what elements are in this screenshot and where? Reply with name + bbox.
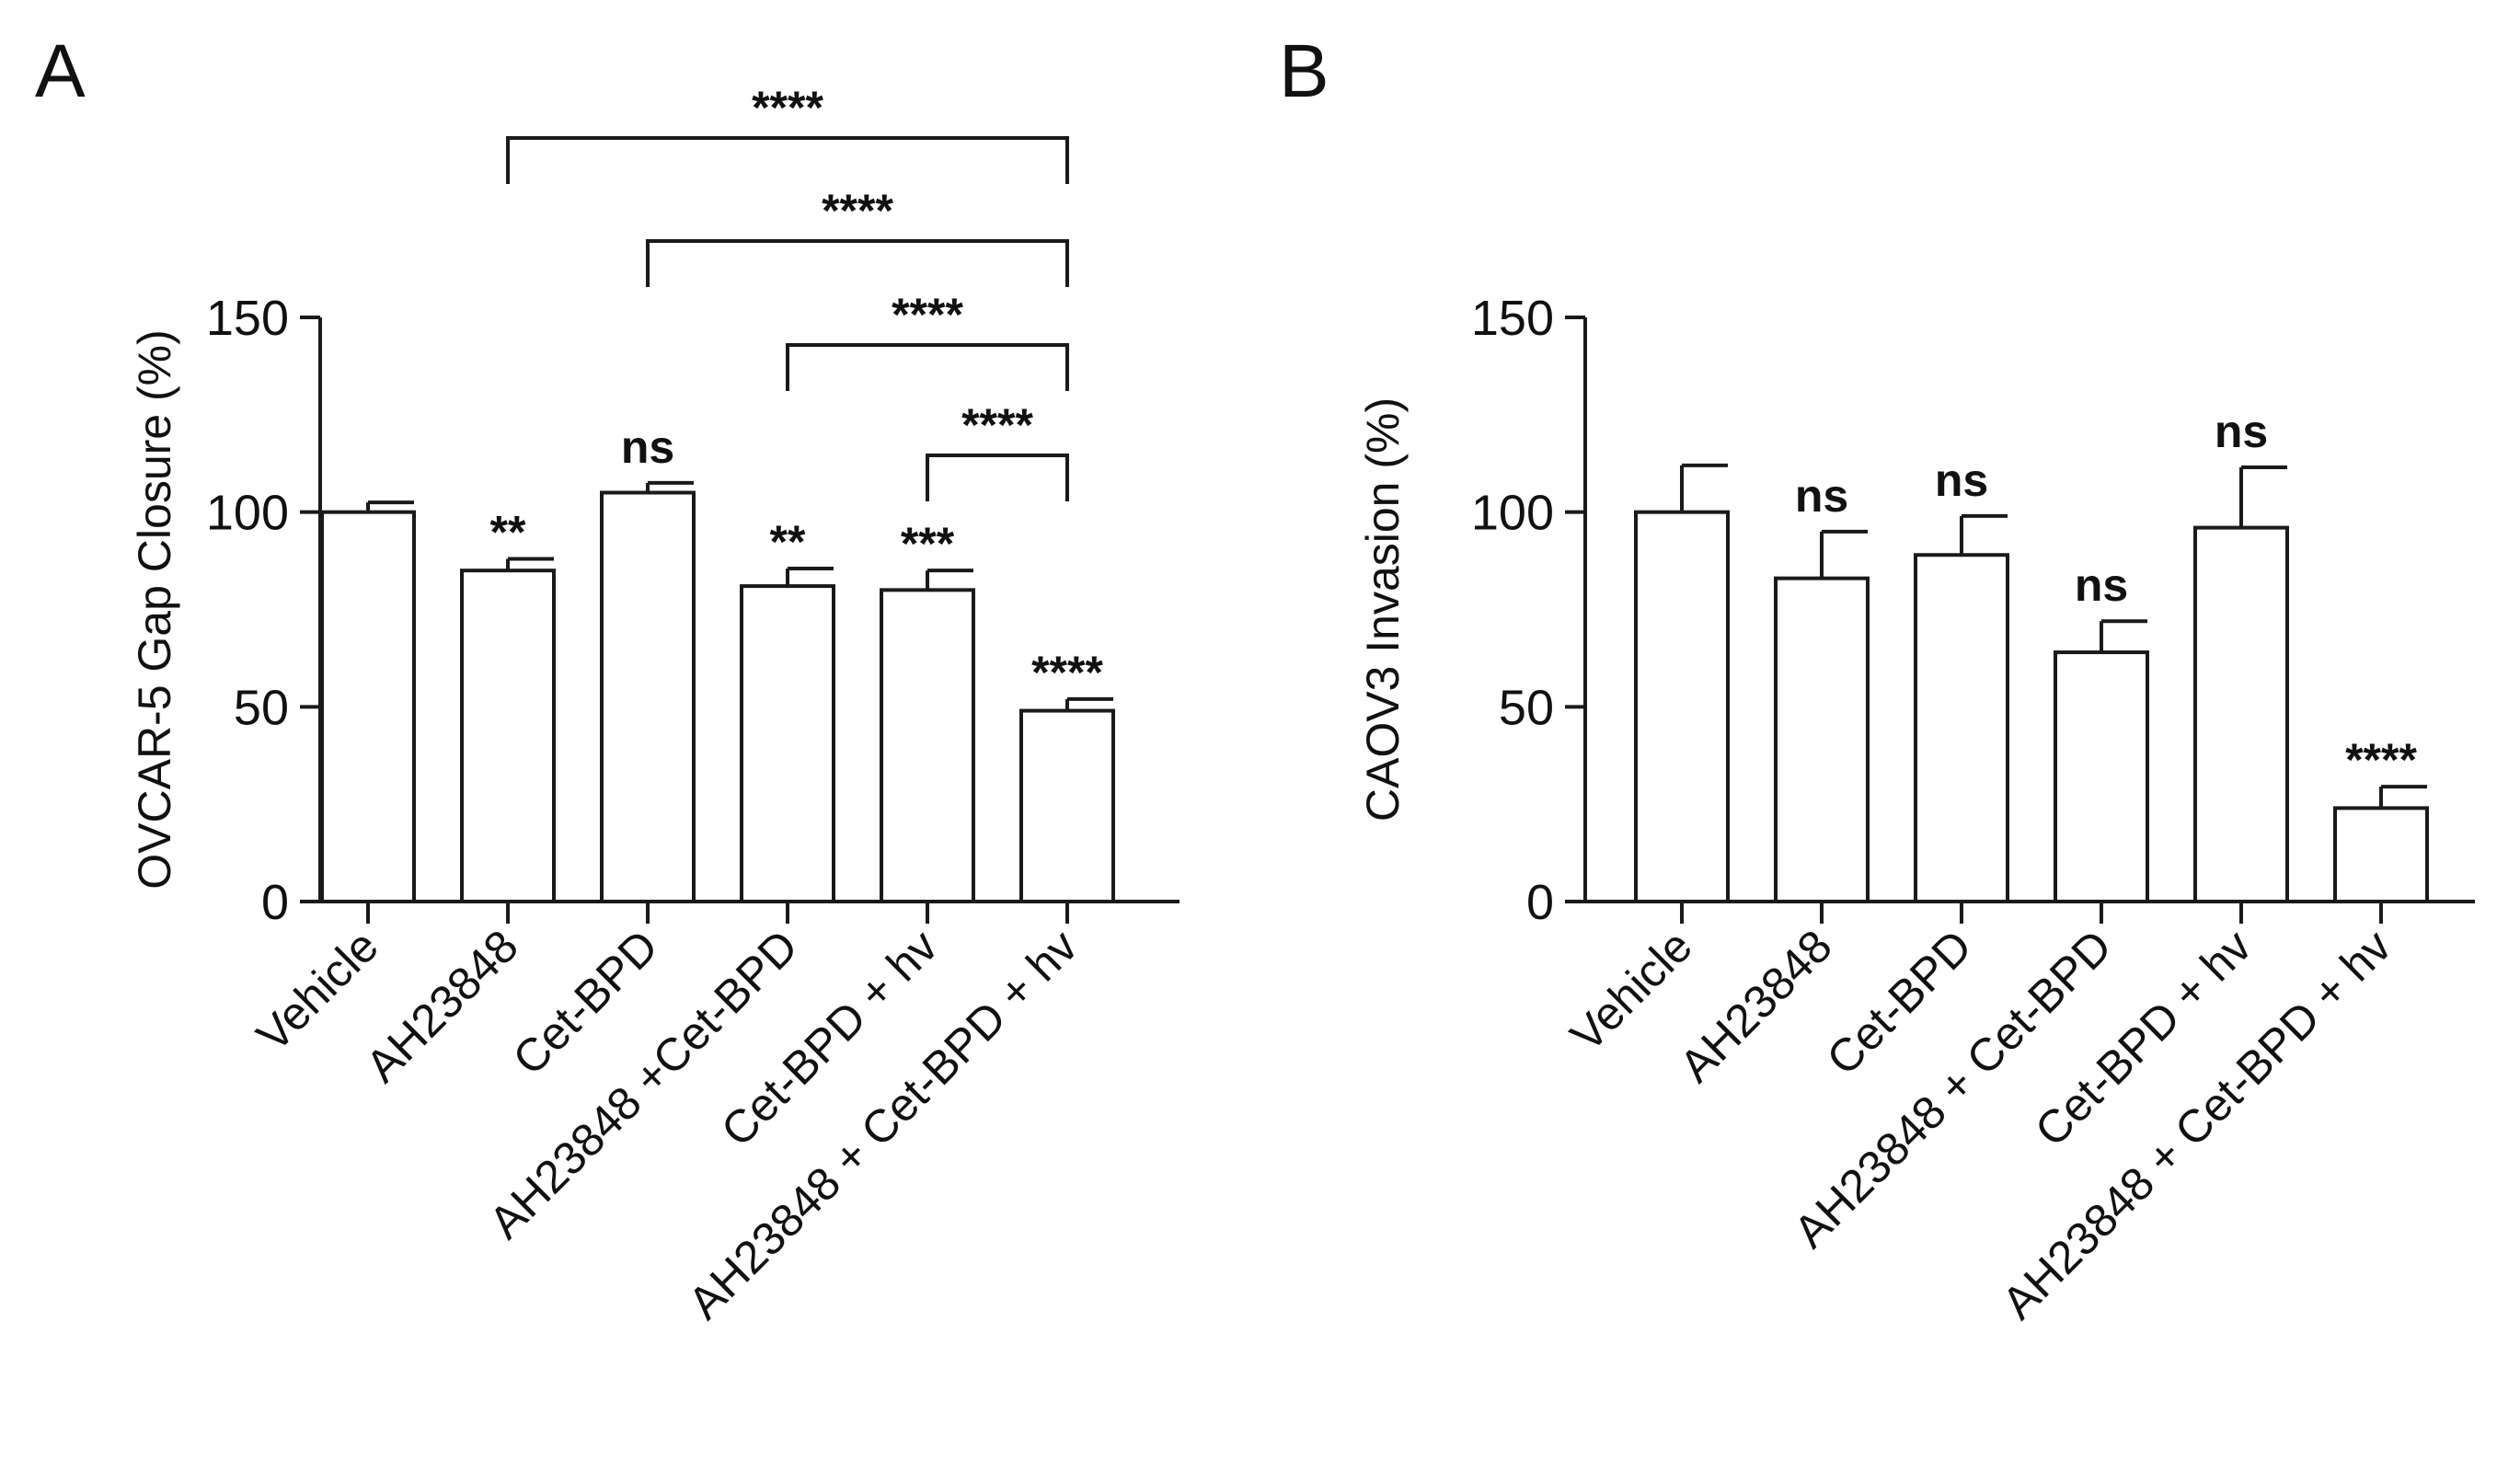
comparison-label: **** — [822, 185, 893, 236]
significance-label: ns — [2075, 559, 2128, 611]
y-tick-label: 50 — [234, 680, 289, 735]
y-tick-label: 100 — [206, 486, 289, 541]
y-tick-label: 0 — [261, 875, 289, 930]
category-label: Vehicle — [1560, 920, 1702, 1062]
comparison-bracket — [506, 136, 1069, 184]
bar — [1634, 510, 1730, 904]
y-tick-label: 0 — [1526, 875, 1554, 930]
panel-b: B 0 50 100 150 CAOV3 Invasion (%) VehicleAH238… — [1279, 29, 2475, 1329]
bar — [740, 584, 835, 903]
panel-letter: A — [35, 29, 86, 113]
comparison-label: **** — [892, 289, 963, 340]
bar — [2333, 806, 2429, 904]
category-label: AH23848 — [356, 920, 528, 1092]
bar — [1914, 553, 2009, 903]
y-tick-label: 50 — [1499, 680, 1554, 735]
significance-label: ns — [1935, 454, 1988, 506]
bar — [460, 569, 556, 904]
category-label: AH23848 — [1670, 920, 1842, 1092]
panel-a: A 0 50 100 150 OVCAR-5 Gap Closure (%) Vehicle… — [35, 29, 1179, 1329]
significance-label: ns — [621, 421, 674, 473]
significance-label: ns — [2215, 406, 2268, 457]
bar — [2193, 525, 2289, 903]
comparison-bracket — [786, 343, 1069, 391]
bar — [600, 490, 696, 903]
significance-label: ** — [770, 516, 806, 568]
bar — [320, 510, 416, 904]
significance-label: ** — [490, 506, 526, 557]
panel-letter: B — [1279, 29, 1329, 113]
significance-label: **** — [1031, 647, 1103, 698]
significance-label: **** — [2345, 734, 2417, 786]
bar — [880, 588, 975, 903]
y-tick-label: 100 — [1471, 486, 1554, 541]
y-axis-title: OVCAR-5 Gap Closure (%) — [129, 329, 180, 890]
y-tick-label: 150 — [1471, 291, 1554, 346]
bar — [2054, 650, 2149, 903]
comparison-bracket — [646, 239, 1069, 287]
comparison-bracket — [926, 454, 1069, 501]
comparison-label: **** — [752, 82, 823, 133]
category-label: Vehicle — [247, 920, 388, 1062]
y-axis-title: CAOV3 Invasion (%) — [1357, 397, 1409, 822]
bar — [1774, 576, 1870, 904]
y-tick-label: 150 — [206, 291, 289, 346]
comparison-label: **** — [961, 399, 1033, 451]
significance-label: *** — [901, 518, 955, 569]
significance-label: ns — [1795, 470, 1848, 522]
bar — [1019, 708, 1115, 903]
